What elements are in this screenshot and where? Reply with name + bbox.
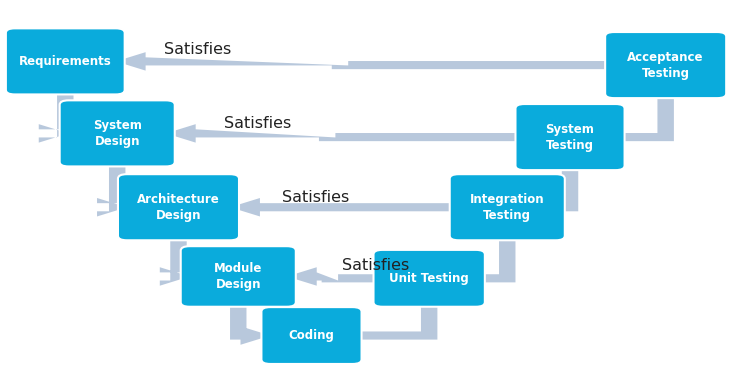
FancyBboxPatch shape <box>515 104 625 170</box>
Polygon shape <box>286 267 382 286</box>
Text: Architecture
Design: Architecture Design <box>137 193 220 222</box>
Text: Coding: Coding <box>289 329 334 342</box>
Polygon shape <box>97 162 127 217</box>
FancyBboxPatch shape <box>181 246 296 307</box>
Text: Requirements: Requirements <box>19 55 112 68</box>
FancyBboxPatch shape <box>118 174 239 240</box>
Text: Satisfies: Satisfies <box>224 116 291 131</box>
Text: Satisfies: Satisfies <box>282 190 350 205</box>
Polygon shape <box>352 288 448 340</box>
Polygon shape <box>616 79 684 141</box>
Polygon shape <box>551 151 589 211</box>
FancyBboxPatch shape <box>374 250 484 307</box>
Text: System
Design: System Design <box>93 119 142 148</box>
FancyBboxPatch shape <box>6 28 124 94</box>
Text: System
Testing: System Testing <box>545 123 595 151</box>
FancyBboxPatch shape <box>262 307 362 364</box>
Polygon shape <box>230 198 459 217</box>
FancyBboxPatch shape <box>60 100 175 166</box>
Text: Satisfies: Satisfies <box>342 258 410 273</box>
FancyBboxPatch shape <box>605 32 726 98</box>
Text: Module
Design: Module Design <box>214 262 262 291</box>
FancyBboxPatch shape <box>450 174 565 240</box>
Text: Satisfies: Satisfies <box>164 42 232 57</box>
Polygon shape <box>39 90 74 142</box>
Text: Integration
Testing: Integration Testing <box>470 193 544 222</box>
Polygon shape <box>160 236 190 286</box>
Text: Unit Testing: Unit Testing <box>389 272 469 285</box>
Polygon shape <box>230 302 271 345</box>
Text: Acceptance
Testing: Acceptance Testing <box>628 51 704 80</box>
Polygon shape <box>476 221 526 282</box>
Polygon shape <box>116 52 614 71</box>
Polygon shape <box>166 124 524 142</box>
